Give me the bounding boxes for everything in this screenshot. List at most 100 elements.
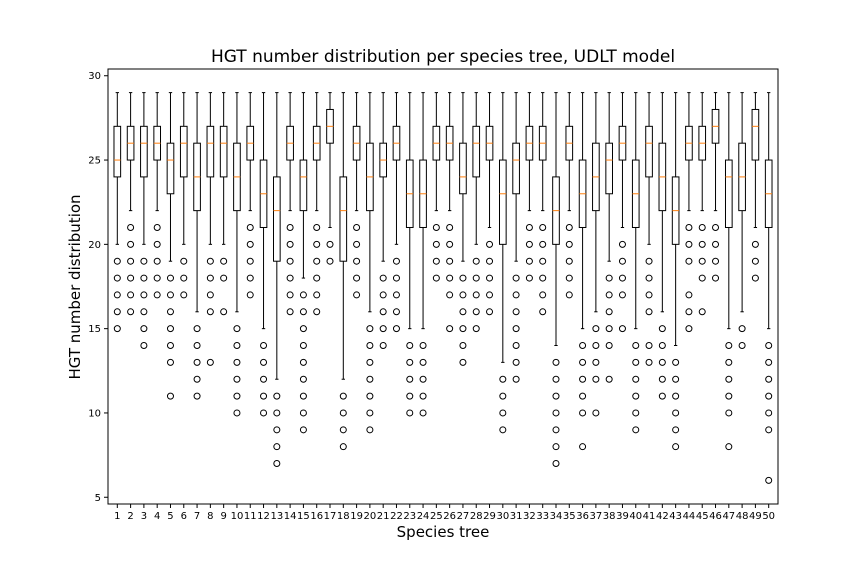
- outlier-point: [712, 257, 720, 265]
- box: [179, 125, 188, 178]
- outlier-point: [299, 342, 307, 350]
- x-tick-label: 47: [722, 511, 735, 522]
- outlier-point: [113, 274, 121, 282]
- outlier-point: [645, 274, 653, 282]
- outlier-point: [379, 274, 387, 282]
- outlier-point: [193, 375, 201, 383]
- outlier-point: [765, 392, 773, 400]
- outlier-point: [166, 308, 174, 316]
- outlier-point: [246, 223, 254, 231]
- outlier-point: [618, 325, 626, 333]
- outlier-point: [153, 274, 161, 282]
- outlier-point: [166, 274, 174, 282]
- outlier-point: [672, 358, 680, 366]
- x-tick-label: 27: [457, 511, 470, 522]
- x-tick-label: 1: [114, 511, 120, 522]
- x-tick-label: 4: [154, 511, 160, 522]
- outlier-point: [685, 257, 693, 265]
- outlier-point: [366, 358, 374, 366]
- outlier-point: [286, 223, 294, 231]
- box: [219, 125, 228, 178]
- outlier-point: [751, 274, 759, 282]
- outlier-point: [366, 409, 374, 417]
- outlier-point: [180, 291, 188, 299]
- y-tick-label: 15: [88, 324, 101, 335]
- outlier-point: [459, 358, 467, 366]
- x-tick-label: 14: [284, 511, 297, 522]
- outlier-point: [552, 426, 560, 434]
- x-tick-label: 12: [257, 511, 270, 522]
- outlier-point: [539, 257, 547, 265]
- x-tick-label: 39: [616, 511, 629, 522]
- outlier-point: [698, 257, 706, 265]
- outlier-point: [246, 291, 254, 299]
- outlier-point: [392, 308, 400, 316]
- outlier-point: [233, 409, 241, 417]
- outlier-point: [406, 342, 414, 350]
- x-axis-label: Species tree: [397, 523, 490, 541]
- outlier-point: [459, 291, 467, 299]
- x-tick-label: 34: [550, 511, 563, 522]
- outlier-point: [140, 325, 148, 333]
- outlier-point: [193, 358, 201, 366]
- outlier-point: [153, 223, 161, 231]
- x-tick-label: 44: [683, 511, 696, 522]
- outlier-point: [233, 358, 241, 366]
- outlier-point: [260, 409, 268, 417]
- outlier-point: [299, 426, 307, 434]
- outlier-point: [592, 358, 600, 366]
- x-tick-label: 18: [337, 511, 350, 522]
- box: [724, 159, 733, 228]
- outlier-point: [379, 325, 387, 333]
- outlier-point: [273, 443, 281, 451]
- outlier-point: [286, 291, 294, 299]
- outlier-point: [379, 308, 387, 316]
- outlier-point: [605, 325, 613, 333]
- outlier-point: [193, 325, 201, 333]
- y-tick-label: 30: [88, 71, 101, 82]
- outlier-point: [140, 342, 148, 350]
- outlier-point: [486, 291, 494, 299]
- outlier-point: [712, 274, 720, 282]
- outlier-point: [432, 274, 440, 282]
- outlier-point: [658, 358, 666, 366]
- outlier-point: [685, 223, 693, 231]
- outlier-point: [419, 392, 427, 400]
- outlier-point: [605, 342, 613, 350]
- outlier-point: [339, 426, 347, 434]
- outlier-point: [339, 443, 347, 451]
- box: [166, 142, 175, 195]
- outlier-point: [353, 274, 361, 282]
- outlier-point: [539, 291, 547, 299]
- outlier-point: [525, 240, 533, 248]
- outlier-point: [419, 358, 427, 366]
- box: [299, 159, 308, 212]
- outlier-point: [525, 223, 533, 231]
- outlier-point: [605, 274, 613, 282]
- outlier-point: [725, 443, 733, 451]
- outlier-point: [472, 257, 480, 265]
- x-tick-label: 32: [523, 511, 536, 522]
- outlier-point: [260, 358, 268, 366]
- outlier-point: [539, 223, 547, 231]
- outlier-point: [166, 325, 174, 333]
- outlier-point: [379, 342, 387, 350]
- x-tick-label: 26: [443, 511, 456, 522]
- outlier-point: [539, 308, 547, 316]
- outlier-point: [698, 223, 706, 231]
- outlier-point: [313, 291, 321, 299]
- x-tick-label: 50: [762, 511, 775, 522]
- x-tick-label: 22: [390, 511, 403, 522]
- box: [459, 142, 467, 195]
- x-tick-label: 10: [231, 511, 244, 522]
- x-tick-label: 19: [350, 511, 363, 522]
- x-tick-label: 13: [270, 511, 283, 522]
- x-tick-label: 42: [656, 511, 669, 522]
- outlier-point: [725, 342, 733, 350]
- outlier-point: [632, 358, 640, 366]
- outlier-point: [565, 223, 573, 231]
- outlier-point: [392, 291, 400, 299]
- outlier-point: [592, 342, 600, 350]
- outlier-point: [565, 291, 573, 299]
- box: [113, 125, 122, 178]
